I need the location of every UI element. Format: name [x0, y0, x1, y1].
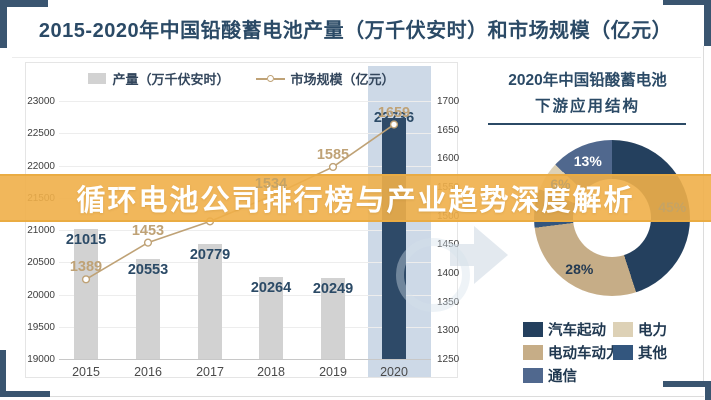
bar-2020 [382, 118, 406, 359]
pie-percent-label-通信: 13% [573, 153, 602, 170]
market-size-trend-line [81, 120, 399, 284]
legend-item-production: 产量（万千伏安时） [88, 69, 230, 88]
watermark-ring [396, 238, 470, 312]
x-axis-label-2020: 2020 [380, 365, 408, 379]
y-axis-tick-right: 1300 [437, 325, 460, 337]
marker-dot [266, 75, 274, 82]
bar-value-label-2018: 20264 [250, 280, 292, 297]
pie-legend-item-汽车起动: 汽车起动 [523, 319, 606, 340]
line-value-label-2019: 1585 [316, 146, 350, 163]
gridline [59, 326, 431, 328]
y-axis-tick-right: 1700 [437, 96, 460, 107]
line-marker [143, 238, 153, 247]
corner-accent-top-right-v [704, 0, 711, 46]
pie-percent-label-电力: 6% [550, 176, 571, 193]
bar-value-label-2019: 20249 [312, 281, 354, 298]
line-value-label-2020: 1659 [377, 104, 411, 121]
page-title: 2015-2020年中国铅酸蓄电池产量（万千伏安时）和市场规模（亿元） [38, 20, 673, 42]
bar-2019 [321, 278, 345, 359]
legend-label: 电动车动力 [548, 346, 621, 362]
legend-swatch [613, 345, 633, 360]
donut-title-line1: 2020年中国铅酸蓄电池 [508, 72, 667, 89]
legend-swatch [523, 322, 543, 337]
legend-item-market-size: 市场规模（亿元） [255, 69, 395, 88]
legend-label-market-size: 市场规模（亿元） [290, 72, 395, 87]
corner-accent-bottom-right-h [663, 381, 711, 387]
gridline [59, 133, 431, 135]
frame-bottom-line [48, 396, 704, 397]
gridline [59, 294, 431, 296]
y-axis-tick-left: 22500 [27, 128, 55, 140]
pie-legend-item-通信: 通信 [523, 365, 577, 386]
pie-legend-item-其他: 其他 [613, 342, 667, 363]
bar-swatch-icon [88, 73, 107, 84]
legend-label: 汽车起动 [548, 323, 606, 339]
chart-legend: 产量（万千伏安时） 市场规模（亿元） [26, 69, 457, 88]
gridline [59, 230, 431, 231]
x-axis-label-2016: 2016 [134, 365, 162, 379]
bar-value-label-2015: 21015 [65, 232, 107, 249]
legend-swatch [523, 345, 543, 360]
line-segment [273, 77, 285, 80]
donut-title-line2: 下游应用结构 [534, 98, 640, 115]
y-axis-tick-right: 1250 [437, 354, 460, 365]
pie-percent-label-电动车动力: 28% [565, 260, 594, 277]
pie-legend-item-电动车动力: 电动车动力 [523, 342, 621, 363]
legend-label-production: 产量（万千伏安时） [112, 72, 230, 87]
y-axis-tick-right: 1650 [437, 124, 460, 136]
legend-swatch [523, 368, 543, 383]
corner-accent-top-right-h [663, 0, 711, 5]
bar-value-label-2016: 20553 [127, 261, 169, 278]
corner-accent-bottom-right-v [705, 381, 711, 400]
corner-accent-top-left-v [0, 0, 7, 48]
header-divider [12, 57, 701, 58]
watermark-banner: 循环电池公司排行榜与产业趋势深度解析 [0, 174, 711, 222]
line-value-label-2018: 1534 [254, 176, 288, 193]
combo-chart-plot: 2300022500220002150021000205002000019500… [27, 96, 459, 379]
legend-swatch [613, 322, 633, 337]
bar-2015 [74, 229, 98, 359]
x-axis-label-2019: 2019 [319, 365, 347, 379]
pie-percent-label-汽车起动: 45% [658, 199, 687, 216]
line-segment [255, 77, 267, 80]
x-axis-label-2015: 2015 [72, 365, 100, 379]
y-axis-tick-left: 20500 [27, 257, 55, 269]
line-value-label-2015: 1389 [69, 259, 103, 276]
y-axis-tick-left: 19500 [27, 321, 55, 333]
gridline [59, 101, 431, 102]
pie-legend-item-电力: 电力 [613, 319, 667, 340]
y-axis-tick-left: 21000 [27, 225, 55, 236]
y-axis-tick-left: 19000 [27, 354, 55, 365]
legend-label: 通信 [548, 369, 577, 385]
corner-accent-bottom-left-v [0, 350, 6, 397]
x-axis-line [59, 359, 431, 360]
corner-accent-bottom-left-h [0, 391, 50, 397]
corner-accent-top-left-h [0, 0, 48, 7]
y-axis-tick-left: 20000 [27, 289, 55, 301]
watermark-arrow-head [474, 226, 508, 284]
y-axis-tick-left: 22000 [27, 160, 55, 172]
line-marker-icon [255, 75, 285, 82]
x-axis-label-2018: 2018 [257, 365, 285, 379]
legend-label: 电力 [638, 323, 667, 339]
donut-title-underline [488, 123, 686, 125]
y-axis-tick-right: 1600 [437, 153, 460, 165]
legend-label: 其他 [638, 346, 667, 362]
gridline [59, 165, 431, 167]
y-axis-tick-left: 23000 [27, 96, 55, 107]
x-axis-label-2017: 2017 [196, 365, 224, 379]
line-value-label-2016: 1453 [131, 222, 165, 239]
bar-2018 [259, 277, 283, 359]
bar-value-label-2017: 20779 [189, 247, 231, 264]
